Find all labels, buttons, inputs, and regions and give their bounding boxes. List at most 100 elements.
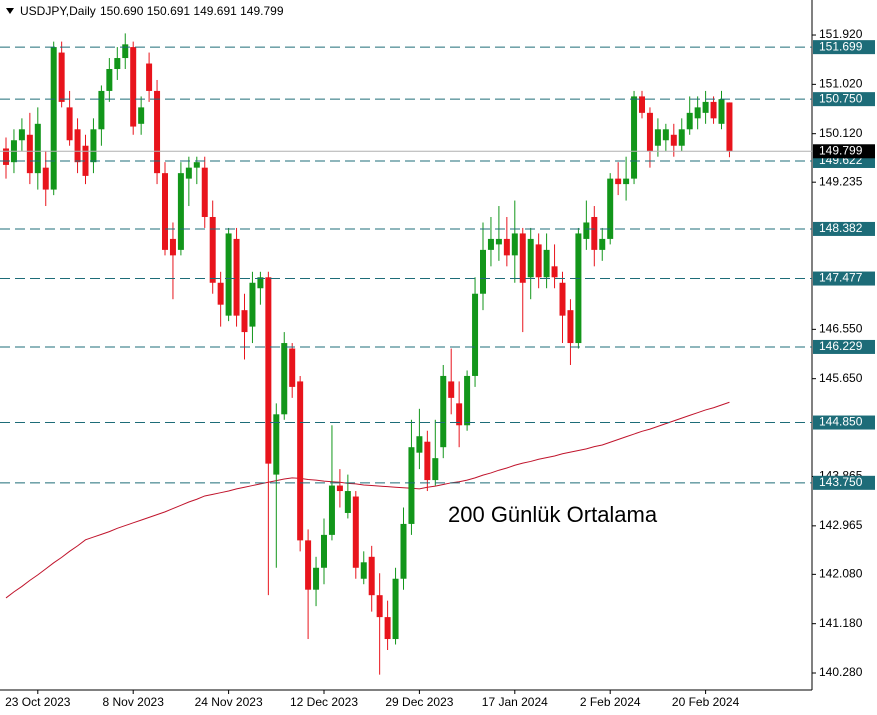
candle-body <box>424 441 431 481</box>
header-arrow <box>6 8 14 14</box>
candle-body <box>654 129 661 146</box>
candle-body <box>360 562 367 579</box>
candle-body <box>416 436 423 453</box>
x-tick-label: 20 Feb 2024 <box>672 695 740 709</box>
annotation: 200 Günlük Ortalama <box>448 502 658 527</box>
y-tick-label: 141.180 <box>819 616 863 630</box>
level-label-box <box>813 271 875 286</box>
candle-body <box>495 238 502 245</box>
y-tick-label: 145.650 <box>819 371 863 385</box>
candle-body <box>368 556 375 596</box>
y-tick-label: 151.020 <box>819 77 863 91</box>
candle-body <box>273 414 280 475</box>
current-price-box <box>813 144 875 159</box>
x-tick-label: 23 Oct 2023 <box>5 695 71 709</box>
candle-body <box>321 534 327 568</box>
level-label: 144.850 <box>819 415 863 429</box>
candle-body <box>352 496 359 568</box>
candle-body <box>26 134 33 174</box>
candle-body <box>313 567 320 590</box>
moving-average <box>5 401 730 599</box>
chart-title: USDJPY,Daily <box>20 4 96 18</box>
x-tick-label: 29 Dec 2023 <box>385 695 453 709</box>
candle-body <box>480 249 486 294</box>
candle-body <box>456 403 463 426</box>
candle-body <box>639 96 645 113</box>
candle-body <box>201 167 208 217</box>
x-tick-label: 12 Dec 2023 <box>290 695 358 709</box>
current-price-label: 149.799 <box>819 143 863 157</box>
candle-body <box>257 277 264 289</box>
candle-body <box>344 491 351 513</box>
candle-body <box>400 523 407 579</box>
candle-body <box>146 63 153 91</box>
candle-body <box>106 69 113 91</box>
candle-body <box>305 540 312 590</box>
candle-body <box>384 617 391 640</box>
candle-body <box>623 178 630 185</box>
candle-body <box>464 375 471 426</box>
candle-body <box>583 222 590 239</box>
candle-body <box>519 233 526 283</box>
candle-body <box>241 310 248 333</box>
candle-body <box>114 58 121 70</box>
candle-body <box>336 485 343 492</box>
candle-body <box>289 348 296 387</box>
candle-body <box>177 173 184 250</box>
level-label-box <box>813 92 875 107</box>
candle-body <box>503 238 510 256</box>
candle-body <box>448 381 455 398</box>
candle-body <box>90 129 97 163</box>
candle-body <box>535 244 542 278</box>
candle-body <box>615 178 622 185</box>
level-label-box <box>813 40 875 55</box>
x-tick-label: 2 Feb 2024 <box>580 695 641 709</box>
level-label-box <box>813 415 875 430</box>
candle-body <box>66 107 73 141</box>
candle-body <box>559 282 566 316</box>
candle-body <box>209 216 216 283</box>
level-label: 151.699 <box>819 39 863 53</box>
candle-body <box>3 148 9 165</box>
y-tick-label: 151.920 <box>819 27 863 41</box>
candle-body <box>169 238 176 256</box>
level-label: 146.229 <box>819 339 863 353</box>
candle-body <box>670 134 677 146</box>
candle-body <box>249 282 256 327</box>
candle-body <box>718 99 725 124</box>
candle-body <box>408 447 415 524</box>
level-label: 150.750 <box>819 91 863 105</box>
candle-body <box>122 44 129 59</box>
candle-body <box>193 162 200 168</box>
ohlc-text: 150.690 150.691 149.691 149.799 <box>100 4 284 18</box>
candle-body <box>50 47 57 190</box>
candle-body <box>686 112 693 130</box>
candle-body <box>233 238 240 316</box>
y-tick-label: 142.080 <box>819 567 863 581</box>
candle-body <box>185 167 192 179</box>
candle-body <box>432 458 439 481</box>
candle-body <box>225 233 232 316</box>
candle-body <box>646 112 653 152</box>
x-tick-label: 17 Jan 2024 <box>482 695 548 709</box>
candle-body <box>154 90 161 174</box>
candle-body <box>297 381 304 541</box>
candle-body <box>567 310 574 344</box>
candle-body <box>472 293 479 376</box>
level-label-box <box>813 339 875 354</box>
level-label-box <box>813 475 875 490</box>
candle-body <box>662 129 669 141</box>
candle-body <box>678 129 685 146</box>
level-label: 147.477 <box>819 271 863 285</box>
candle-body <box>607 178 614 239</box>
candle-body <box>34 123 41 174</box>
candle-body <box>527 238 534 278</box>
candle-body <box>42 167 49 190</box>
candle-body <box>18 129 25 141</box>
candle-body <box>631 96 638 179</box>
candle-body <box>726 102 733 152</box>
y-tick-label: 140.280 <box>819 665 863 679</box>
candle-body <box>702 101 709 113</box>
y-tick-label: 150.120 <box>819 126 863 140</box>
candle-body <box>392 578 399 640</box>
